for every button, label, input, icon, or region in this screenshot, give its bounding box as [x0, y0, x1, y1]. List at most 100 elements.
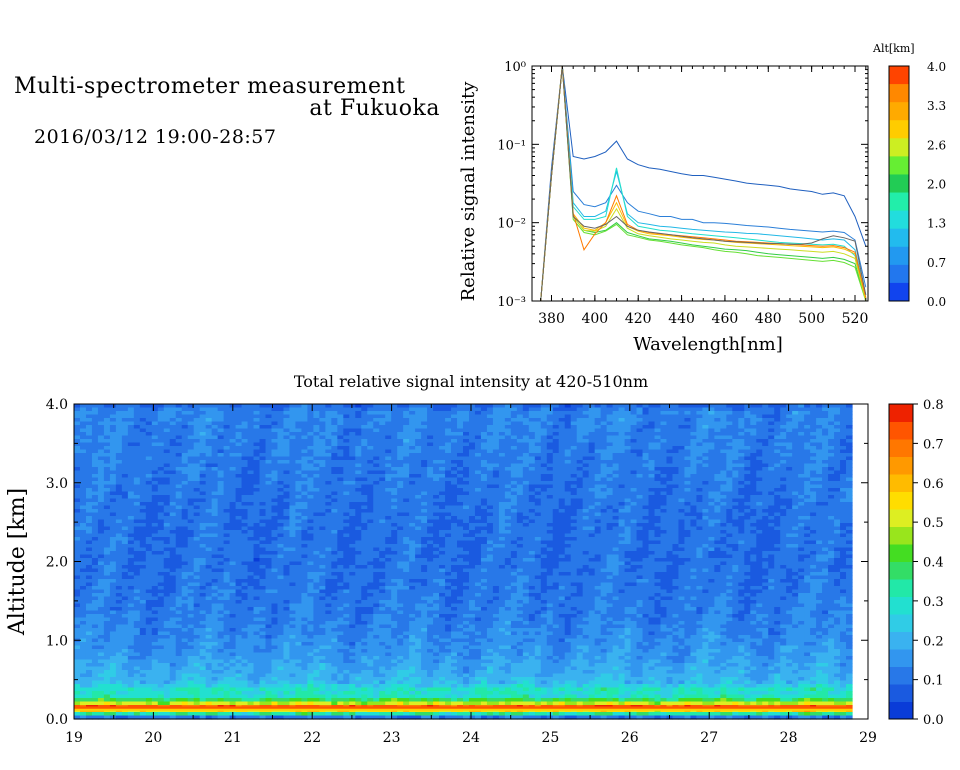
heatmap-cell — [445, 407, 452, 412]
heatmap-cell — [463, 425, 470, 430]
heatmap-cell — [750, 421, 757, 426]
heatmap-cell — [696, 516, 703, 521]
heatmap-cell — [331, 418, 338, 423]
heatmap-cell — [127, 470, 135, 475]
heatmap-cell — [115, 519, 123, 524]
heatmap-cell — [283, 502, 291, 507]
heatmap-cell — [498, 421, 506, 426]
heatmap-cell — [816, 432, 823, 437]
heatmap-cell — [714, 435, 721, 440]
heatmap-cell — [564, 460, 572, 465]
heatmap-cell — [74, 470, 81, 475]
heatmap-cell — [786, 523, 793, 528]
heatmap-cell — [115, 446, 123, 451]
heatmap-cell — [804, 516, 811, 521]
heatmap-cell — [85, 505, 93, 510]
heatmap-cell — [528, 439, 536, 444]
heatmap-cell — [768, 453, 775, 458]
heatmap-cell — [193, 460, 201, 465]
heatmap-cell — [91, 481, 99, 486]
heatmap-cell — [349, 481, 356, 486]
heatmap-cell — [163, 491, 171, 496]
heatmap-cell — [828, 505, 835, 510]
heatmap-cell — [744, 446, 751, 451]
heatmap-cell — [762, 404, 769, 409]
heatmap-cell — [277, 460, 285, 465]
heatmap-cell — [756, 519, 763, 524]
heatmap-cell — [139, 498, 147, 503]
heatmap-cell — [816, 498, 823, 503]
heatmap-cell — [433, 484, 440, 489]
heatmap-cell — [157, 460, 165, 465]
heatmap-cell — [175, 530, 183, 535]
heatmap-cell — [600, 460, 608, 465]
heatmap-cell — [403, 470, 410, 475]
heatmap-cell — [810, 502, 817, 507]
heatmap-cell — [588, 488, 596, 493]
heatmap-cell — [457, 418, 464, 423]
heatmap-cell — [337, 491, 344, 496]
heatmap-cell — [205, 488, 213, 493]
heatmap-cell — [714, 512, 721, 517]
heatmap-cell — [367, 498, 374, 503]
heatmap-cell — [756, 509, 763, 514]
heatmap-cell — [786, 474, 793, 479]
heatmap-cell — [474, 421, 482, 426]
heatmap-cell — [259, 498, 267, 503]
heatmap-cell — [552, 502, 560, 507]
heatmap-cell — [127, 453, 135, 458]
heatmap-cell — [744, 491, 751, 496]
heatmap-cell — [600, 435, 608, 440]
heatmap-cell — [74, 428, 81, 433]
heatmap-cell — [325, 404, 332, 409]
heatmap-cell — [109, 530, 117, 535]
heatmap-cell — [822, 442, 829, 447]
heatmap-cell — [696, 432, 703, 437]
heatmap-cell — [816, 414, 823, 419]
spectrum-line — [540, 65, 867, 302]
heatmap-cell — [738, 502, 745, 507]
heatmap-cell — [205, 484, 213, 489]
heatmap-cell — [612, 484, 620, 489]
heatmap-cell — [175, 435, 183, 440]
heatmap-cell — [576, 439, 584, 444]
heatmap-cell — [486, 435, 494, 440]
heatmap-cell — [445, 428, 452, 433]
heatmap-cell — [343, 519, 350, 524]
heatmap-cell — [355, 474, 362, 479]
heatmap-cell — [145, 418, 153, 423]
heatmap-cell — [480, 488, 488, 493]
heatmap-cell — [540, 505, 548, 510]
heatmap-cell — [492, 411, 500, 416]
heatmap-cell — [463, 484, 470, 489]
heatmap-cell — [229, 411, 237, 416]
heatmap-cell — [331, 502, 338, 507]
heatmap-cell — [516, 484, 524, 489]
heatmap-cell — [325, 449, 332, 454]
heatmap-cell — [91, 533, 99, 538]
heatmap-cell — [534, 407, 542, 412]
heatmap-cell — [397, 418, 404, 423]
heatmap-cell — [606, 474, 614, 479]
heatmap-cell — [750, 463, 757, 468]
heatmap-cell — [349, 505, 356, 510]
heatmap-cell — [385, 449, 392, 454]
heatmap-cell — [642, 418, 650, 423]
heatmap-cell — [319, 453, 326, 458]
heatmap-cell — [205, 474, 213, 479]
heatmap-cell — [139, 418, 147, 423]
heatmap-cell — [355, 449, 362, 454]
heatmap-cell — [498, 502, 506, 507]
heatmap-cell — [385, 456, 392, 461]
heatmap-cell — [379, 414, 386, 419]
heatmap-cell — [504, 498, 512, 503]
heatmap-cell — [355, 432, 362, 437]
heatmap-cell — [163, 460, 171, 465]
heatmap-cell — [241, 453, 249, 458]
heatmap-cell — [259, 432, 267, 437]
heatmap-cell — [558, 526, 566, 531]
heatmap-cell — [205, 491, 213, 496]
heatmap-cell — [756, 481, 763, 486]
heatmap-cell — [439, 526, 446, 531]
heatmap-cell — [546, 474, 554, 479]
